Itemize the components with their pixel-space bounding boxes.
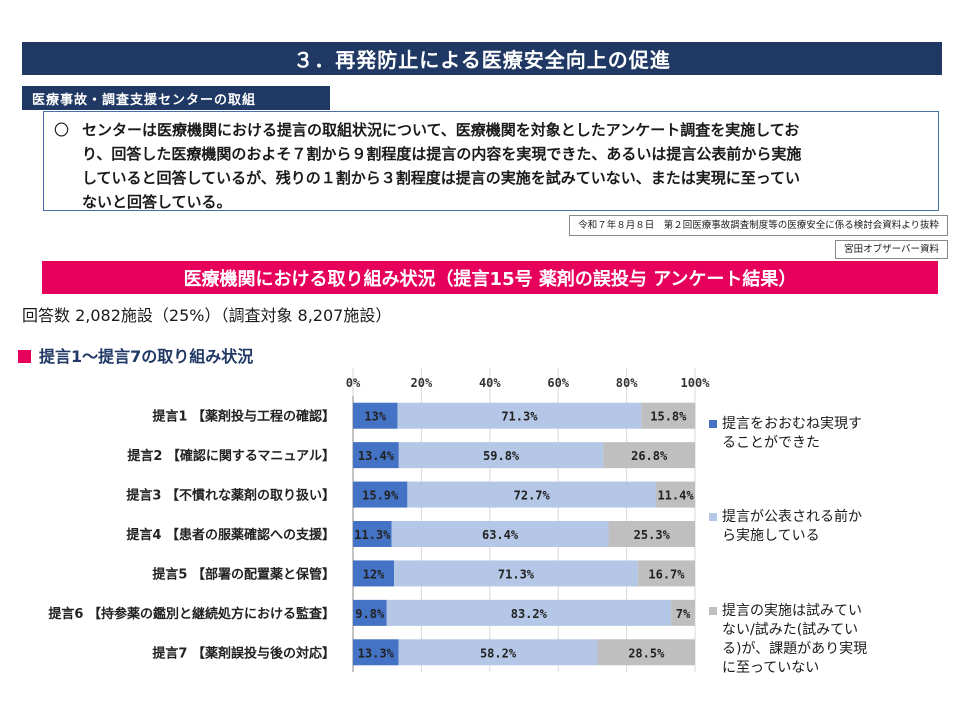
survey-banner: 医療機関における取り組み状況（提言15号 薬剤の誤投与 アンケート結果）	[42, 261, 938, 294]
category-label: 提言3 【不慣れな薬剤の取り扱い】	[126, 488, 335, 504]
bar-segment	[637, 560, 695, 587]
x-tick-label: 60%	[547, 376, 569, 390]
bar-segment	[641, 402, 696, 429]
data-label: 15.8%	[650, 410, 687, 424]
summary-box: 〇 センターは医療機関における提言の取組状況について、医療機関を対象としたアンケ…	[43, 111, 939, 211]
data-label: 13.4%	[358, 449, 395, 463]
legend-swatch-3	[709, 607, 717, 615]
data-label: 12%	[363, 567, 385, 581]
data-label: 16.7%	[648, 567, 685, 581]
data-label: 25.3%	[634, 528, 671, 542]
data-label: 63.4%	[482, 528, 519, 542]
category-label: 提言7 【薬剤誤投与後の対応】	[152, 645, 335, 661]
bar-segment	[394, 560, 638, 587]
page-title: ３．再発防止による医療安全向上の促進	[22, 42, 942, 75]
legend-swatch-1	[709, 420, 717, 428]
legend-2-line-1: 提言が公表される前か	[722, 509, 862, 525]
legend-3-line-3: る)が、課題があり実現	[722, 641, 868, 657]
x-tick-label: 80%	[616, 376, 638, 390]
data-label: 71.3%	[498, 567, 535, 581]
data-label: 15.9%	[362, 489, 399, 503]
data-label: 26.8%	[631, 449, 668, 463]
bullet-icon: 〇	[54, 121, 70, 139]
legend-1-line-2: ることができた	[722, 435, 820, 451]
bar-segment	[353, 442, 399, 469]
data-label: 13%	[364, 410, 386, 424]
stacked-bar-chart: 0% 20% 40% 60% 80% 100% 提言1 【薬剤投与工程の確認】 13% 71.3…	[48, 368, 711, 672]
bar-segment	[353, 481, 408, 508]
author-note: 宮田オブザーバー資料	[835, 240, 948, 259]
square-bullet-icon	[18, 350, 31, 363]
bar-segment	[398, 442, 604, 469]
chart-subheading: 提言1～提言7の取り組み状況	[18, 343, 253, 367]
summary-line-4: ないと回答している。	[82, 193, 232, 211]
category-label: 提言5 【部署の配置薬と保管】	[152, 566, 335, 582]
data-label: 71.3%	[501, 410, 538, 424]
x-tick-label: 20%	[411, 376, 433, 390]
x-tick-label: 0%	[346, 376, 361, 390]
data-label: 59.8%	[483, 449, 520, 463]
data-label: 7%	[676, 607, 691, 621]
bar-segment	[353, 560, 395, 587]
legend-2-line-2: ら実施している	[722, 528, 820, 544]
source-note: 令和７年８月８日 第２回医療事故調査制度等の医療安全に係る検討会資料より抜粋	[569, 215, 948, 236]
category-label: 提言6 【持参薬の鑑別と継続処方における監査】	[48, 606, 335, 622]
response-count: 回答数 2,082施設（25%）（調査対象 8,207施設）	[22, 306, 392, 325]
bar-segment	[656, 481, 695, 508]
bar-segment	[386, 599, 672, 626]
data-label: 28.5%	[628, 646, 665, 660]
bar-segment	[391, 521, 609, 547]
bar-segment	[407, 481, 657, 508]
category-label: 提言2 【確認に関するマニュアル】	[127, 448, 335, 464]
section-tab: 医療事故・調査支援センターの取組	[22, 86, 330, 110]
bar-segment	[397, 402, 642, 429]
legend-3-line-2: ない/試みた(試みてい	[722, 622, 859, 638]
x-tick-label: 100%	[681, 376, 711, 390]
legend-3-line-4: に至っていない	[722, 660, 820, 676]
category-label: 提言1 【薬剤投与工程の確認】	[152, 409, 335, 425]
bar-segment	[608, 521, 695, 547]
bar-segment	[353, 639, 399, 666]
bar-segment	[353, 521, 392, 547]
bar-segment	[398, 639, 598, 666]
data-label: 83.2%	[511, 607, 548, 621]
legend-1-line-1: 提言をおおむね実現す	[722, 416, 862, 432]
data-label: 72.7%	[514, 489, 551, 503]
summary-line-1: センターは医療機関における提言の取組状況について、医療機関を対象としたアンケート…	[82, 121, 800, 139]
data-label: 9.8%	[355, 607, 385, 621]
data-label: 11.3%	[354, 528, 391, 542]
data-label: 58.2%	[480, 646, 517, 660]
legend-series-1: 提言をおおむね実現す ることができた	[709, 415, 892, 453]
bar-segment	[353, 599, 387, 626]
bar-segment	[597, 639, 695, 666]
category-label: 提言4 【患者の服薬確認への支援】	[126, 527, 335, 543]
legend-swatch-2	[709, 513, 717, 521]
legend-3-line-1: 提言の実施は試みてい	[722, 603, 862, 619]
bar-segment	[671, 599, 695, 626]
bar-segment	[353, 402, 398, 429]
data-label: 11.4%	[657, 489, 694, 503]
summary-line-2: り、回答した医療機関のおよそ７割から９割程度は提言の内容を実現できた、あるいは提…	[82, 145, 802, 163]
bar-segment	[603, 442, 695, 469]
data-label: 13.3%	[358, 646, 395, 660]
summary-line-3: していると回答しているが、残りの１割から３割程度は提言の実施を試みていない、また…	[82, 169, 801, 187]
x-tick-label: 40%	[479, 376, 501, 390]
legend-series-3: 提言の実施は試みてい ない/試みた(試みてい る)が、課題があり実現 に至ってい…	[709, 602, 892, 678]
legend-series-2: 提言が公表される前か ら実施している	[709, 508, 892, 546]
subheading-text: 提言1～提言7の取り組み状況	[39, 347, 254, 366]
